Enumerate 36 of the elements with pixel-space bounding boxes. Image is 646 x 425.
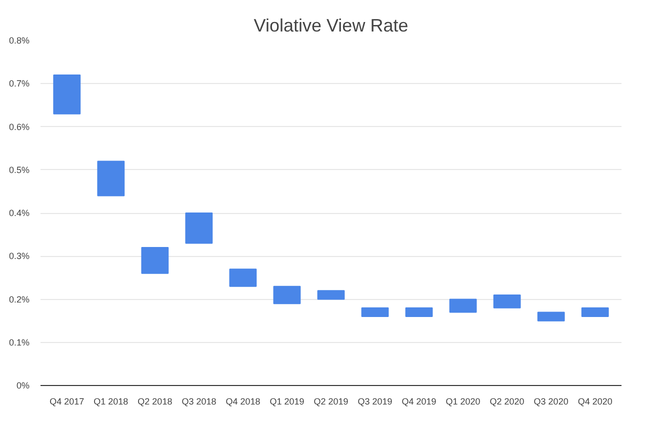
bar [581,307,609,317]
y-tick-label: 0.8% [8,36,30,46]
bar [141,247,169,274]
x-tick-label: Q2 2019 [314,396,348,406]
y-tick-label: 0.4% [8,208,30,218]
x-tick-label: Q1 2019 [270,396,304,406]
x-tick-label: Q4 2019 [402,396,436,406]
x-tick-label: Q3 2019 [358,396,392,406]
y-tick-label: 0% [16,380,30,390]
bar [317,290,345,300]
x-tick-label: Q4 2020 [578,396,612,406]
y-tick-label: 0.5% [8,164,30,175]
bar [229,268,257,287]
y-tick-label: 0.7% [8,78,30,89]
y-tick-label: 0.6% [8,122,30,132]
chart-title: Violative View Rate [254,16,408,36]
x-tick-label: Q3 2018 [182,396,216,406]
bar [405,307,433,317]
x-tick-label: Q4 2018 [226,396,260,406]
bar [537,312,565,322]
x-tick-label: Q1 2018 [94,396,128,406]
x-tick-label: Q2 2018 [138,396,172,406]
bar [185,212,213,244]
bar [449,298,477,313]
bar [273,286,301,304]
bar [53,74,81,114]
bar [97,160,125,196]
y-tick-label: 0.3% [8,251,30,262]
y-tick-label: 0.2% [8,294,30,304]
bar [361,307,389,317]
bar [493,294,521,308]
x-tick-label: Q2 2020 [490,396,524,406]
y-tick-label: 0.1% [8,337,30,348]
x-tick-label: Q1 2020 [446,396,480,406]
x-tick-label: Q3 2020 [534,396,568,406]
x-tick-label: Q4 2017 [50,396,84,406]
